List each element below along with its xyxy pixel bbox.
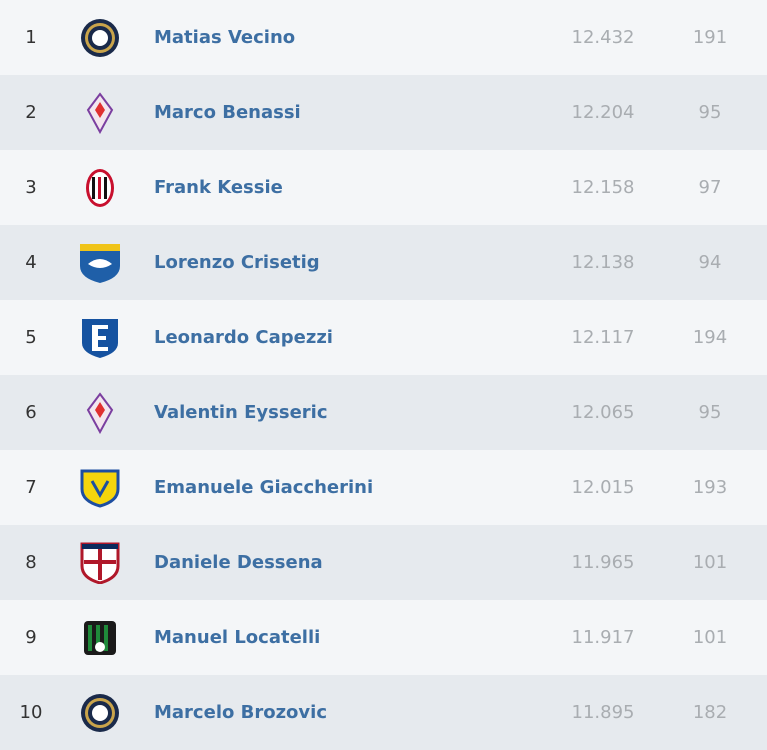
club-logo	[86, 92, 114, 134]
count: 101	[692, 552, 728, 573]
club-logo	[86, 392, 114, 434]
rating: 12.015	[571, 477, 635, 498]
player-name[interactable]: Valentin Eysseric	[154, 402, 328, 423]
table-row: 8 Daniele Dessena 11.965 101	[0, 525, 767, 600]
player-name[interactable]: Marco Benassi	[154, 102, 301, 123]
rank: 6	[25, 402, 37, 423]
count: 193	[692, 477, 728, 498]
count: 194	[692, 327, 728, 348]
rating: 11.917	[571, 627, 635, 648]
count: 95	[698, 102, 722, 123]
count: 191	[692, 27, 728, 48]
rank: 2	[25, 102, 37, 123]
rating: 12.138	[571, 252, 635, 273]
club-logo	[84, 621, 116, 655]
club-logo	[82, 319, 118, 358]
rank: 3	[25, 177, 37, 198]
rank: 9	[25, 627, 37, 648]
rating: 12.065	[571, 402, 635, 423]
rating: 12.204	[571, 102, 635, 123]
rank: 8	[25, 552, 37, 573]
count: 101	[692, 627, 728, 648]
count: 94	[698, 252, 722, 273]
player-name[interactable]: Manuel Locatelli	[154, 627, 321, 648]
count: 97	[698, 177, 722, 198]
table-row: 5 Leonardo Capezzi 12.117 194	[0, 300, 767, 375]
player-name[interactable]: Emanuele Giaccherini	[154, 477, 374, 498]
club-logo	[80, 469, 120, 508]
rank: 1	[25, 27, 37, 48]
table-row: 1 Matias Vecino 12.432 191	[0, 0, 767, 75]
rating: 12.117	[571, 327, 635, 348]
rating: 11.965	[571, 552, 635, 573]
rank: 5	[25, 327, 37, 348]
club-logo	[80, 542, 120, 584]
club-logo	[81, 694, 119, 732]
table-row: 3 Frank Kessie 12.158 97	[0, 150, 767, 225]
club-logo	[86, 169, 114, 207]
rank: 4	[25, 252, 37, 273]
player-name[interactable]: Daniele Dessena	[154, 552, 323, 573]
player-name[interactable]: Lorenzo Crisetig	[154, 252, 320, 273]
rank: 7	[25, 477, 37, 498]
table-row: 9 Manuel Locatelli 11.917 101	[0, 600, 767, 675]
player-name[interactable]: Matias Vecino	[154, 27, 296, 48]
table-row: 2 Marco Benassi 12.204 95	[0, 75, 767, 150]
player-name[interactable]: Leonardo Capezzi	[154, 327, 333, 348]
count: 182	[692, 702, 728, 723]
table-row: 10 Marcelo Brozovic 11.895 182	[0, 675, 767, 750]
player-name[interactable]: Marcelo Brozovic	[154, 702, 327, 723]
player-name[interactable]: Frank Kessie	[154, 177, 283, 198]
rating: 12.432	[571, 27, 635, 48]
rank: 10	[19, 702, 43, 723]
count: 95	[698, 402, 722, 423]
rating: 11.895	[571, 702, 635, 723]
table-row: 7 Emanuele Giaccherini 12.015 193	[0, 450, 767, 525]
table-row: 4 Lorenzo Crisetig 12.138 94	[0, 225, 767, 300]
rating: 12.158	[571, 177, 635, 198]
club-logo	[80, 244, 120, 283]
table-row: 6 Valentin Eysseric 12.065 95	[0, 375, 767, 450]
club-logo	[81, 19, 119, 57]
